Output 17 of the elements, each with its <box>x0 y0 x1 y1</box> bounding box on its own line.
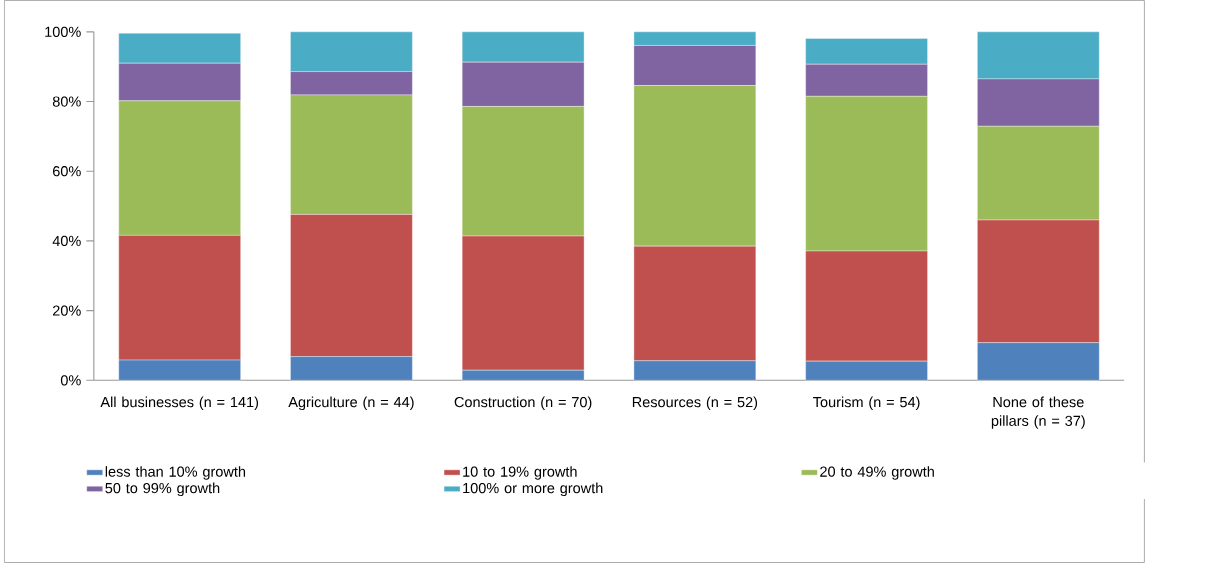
legend-label: 10 to 19% growth <box>463 466 577 480</box>
y-tick-label: 80% <box>52 96 81 107</box>
x-tick-label: None of these pillars (n = 37) <box>991 396 1085 429</box>
x-tick-label: Agriculture (n = 44) <box>288 396 414 411</box>
legend-label: 100% or more growth <box>463 482 603 497</box>
y-tick-label: 60% <box>52 166 81 177</box>
legend-label: 20 to 49% growth <box>820 466 934 480</box>
y-tick-label: 0% <box>60 375 81 386</box>
legend-label: 50 to 99% growth <box>105 482 220 497</box>
x-tick-label: Tourism (n = 54) <box>813 396 920 411</box>
y-tick-label: 100% <box>45 26 81 37</box>
x-tick-label: Resources (n = 52) <box>632 396 758 411</box>
x-tick-label: All businesses (n = 141) <box>100 396 259 411</box>
y-tick-label: 40% <box>52 235 81 247</box>
y-tick-label: 20% <box>52 305 81 316</box>
x-tick-label: Construction (n = 70) <box>454 396 592 411</box>
legend-label: less than 10% growth <box>105 466 246 480</box>
